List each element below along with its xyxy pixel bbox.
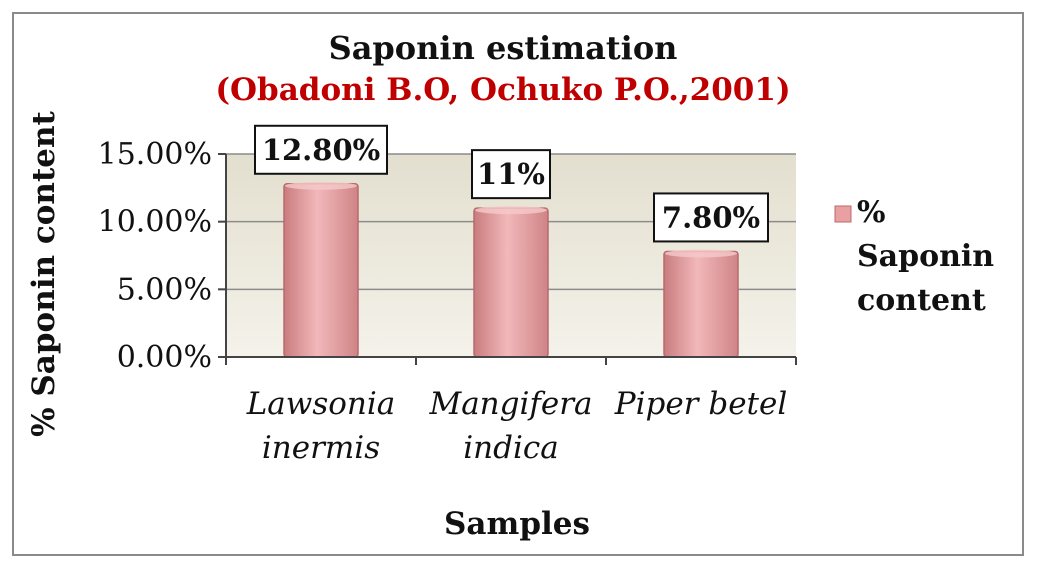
bar-top-highlight (285, 181, 357, 190)
bar (283, 183, 359, 358)
x-axis-title: Samples (444, 506, 590, 542)
data-labels: 12.80% 11% 7.80% (254, 124, 769, 243)
data-label-box (254, 124, 388, 175)
chart-title: Saponin estimation (329, 29, 678, 67)
legend-line-3: content (857, 283, 986, 318)
y-tick-label: 5.00% (117, 272, 212, 307)
category-label: Lawsonia (246, 386, 396, 422)
data-label: 7.80% (662, 200, 760, 234)
category-label: inermis (262, 430, 380, 466)
legend-line-1: % (857, 195, 886, 230)
chart-frame: 0.00% 5.00% 10.00% 15.00% Lawsonia inermis Ma… (12, 12, 1024, 556)
axes (225, 154, 796, 358)
category-label: Piper betel (614, 386, 788, 422)
category-labels: Lawsonia inermis Mangifera indica Piper bete… (246, 386, 788, 466)
data-label: 11% (477, 157, 545, 191)
bar-top-highlight (475, 206, 547, 215)
bar-top-highlight (665, 249, 737, 258)
data-label-box (653, 192, 769, 243)
bar (473, 207, 549, 358)
data-label-box (471, 149, 551, 200)
bars (283, 181, 739, 358)
legend: % Saponin content (834, 195, 994, 318)
y-tick-label: 10.00% (98, 205, 212, 240)
category-label: indica (463, 430, 558, 466)
category-label: Mangifera (428, 386, 592, 422)
legend-swatch (834, 205, 852, 223)
data-label: 12.80% (262, 133, 380, 167)
y-tick-label: 0.00% (117, 340, 212, 375)
y-axis-title: % Saponin content (26, 110, 62, 436)
chart-svg: 0.00% 5.00% 10.00% 15.00% Lawsonia inermis Ma… (26, 29, 994, 542)
legend-line-2: Saponin (857, 239, 994, 274)
chart-subtitle: (Obadoni B.O, Ochuko P.O.,2001) (215, 72, 790, 108)
bar (663, 250, 739, 358)
y-tick-label: 15.00% (98, 137, 212, 172)
y-tick-labels: 0.00% 5.00% 10.00% 15.00% (98, 137, 212, 375)
